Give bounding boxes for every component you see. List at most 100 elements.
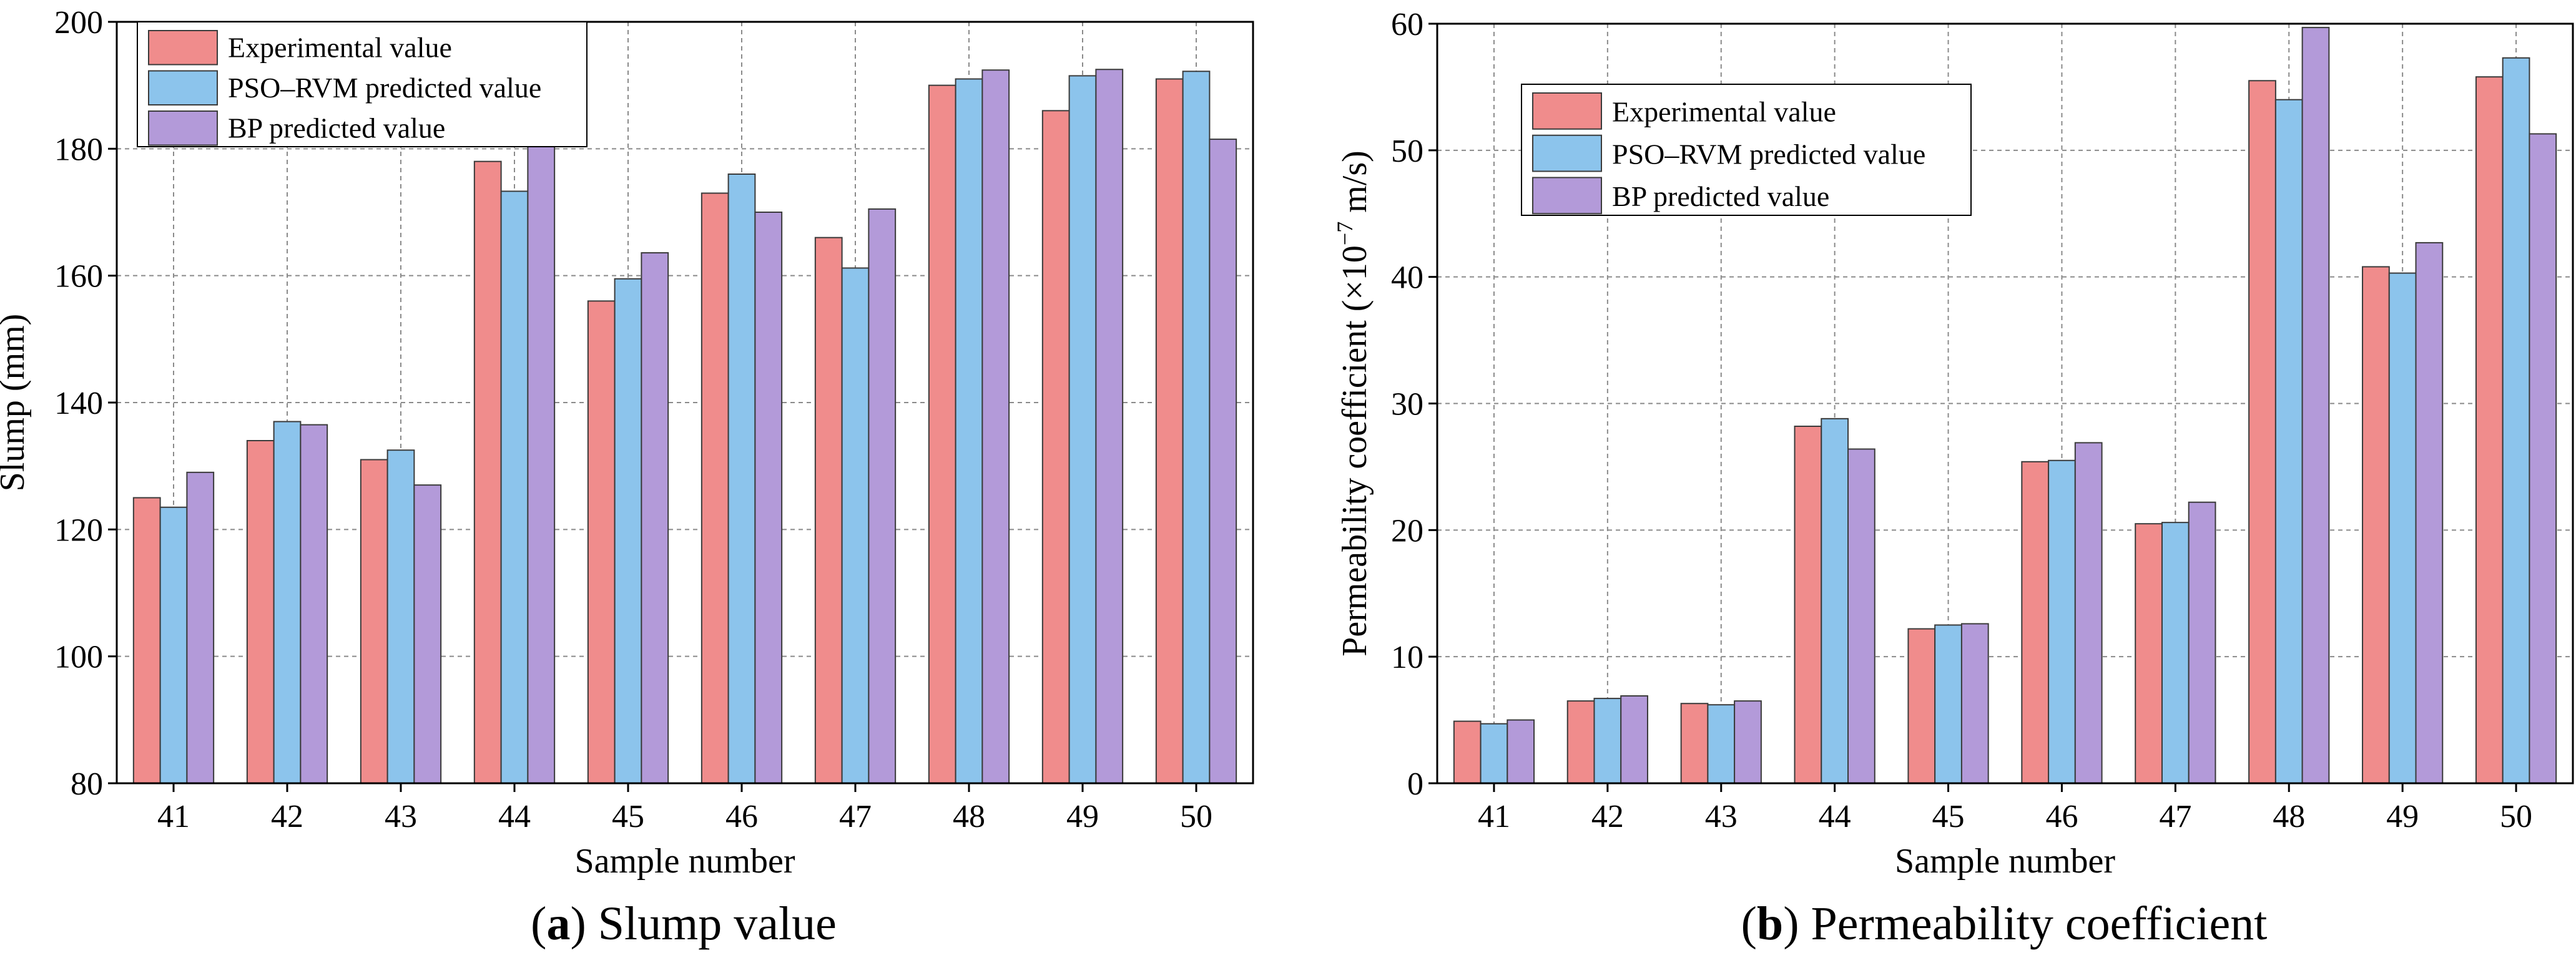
bar-b-49-series-3 bbox=[2415, 242, 2444, 784]
y-axis-label-tail-b: m/s) bbox=[1335, 150, 1374, 222]
y-axis-label-main-a: Slump (mm) bbox=[0, 314, 32, 492]
bar-a-48-series-3 bbox=[981, 69, 1010, 784]
bar-b-43-series-1 bbox=[1680, 703, 1709, 784]
bar-b-48-series-2 bbox=[2274, 99, 2303, 785]
x-tick-label-a: 45 bbox=[612, 799, 644, 834]
y-tick-label-a: 160 bbox=[54, 259, 103, 295]
bar-b-46-series-2 bbox=[2048, 459, 2076, 784]
bar-b-42-series-1 bbox=[1566, 700, 1595, 784]
caption-open-a: ( bbox=[531, 897, 546, 950]
chart-panel-b: 0 10 20 30 40 50 60 41 42 43 44 45 46 47 48 49 50 Sample … bbox=[1332, 7, 2574, 950]
bar-a-46-series-2 bbox=[727, 174, 756, 784]
x-tick-label-b: 41 bbox=[1478, 799, 1510, 834]
bar-b-42-series-3 bbox=[1620, 695, 1648, 785]
y-axis-label-a: Slump (mm) bbox=[0, 314, 32, 492]
bar-b-44-series-3 bbox=[1847, 448, 1875, 784]
bar-a-43-series-1 bbox=[360, 459, 388, 784]
bar-b-47-series-3 bbox=[2188, 501, 2216, 785]
bar-a-42-series-2 bbox=[273, 421, 302, 784]
bar-a-41-series-1 bbox=[132, 497, 161, 784]
y-axis-label-b: Permeability coefficient (×10−7 m/s) bbox=[1332, 150, 1374, 657]
bar-b-41-series-3 bbox=[1507, 719, 1535, 785]
bar-a-47-series-3 bbox=[868, 208, 897, 784]
x-tick-label-b: 48 bbox=[2273, 799, 2305, 834]
x-axis-label-b: Sample number bbox=[1895, 842, 2115, 881]
bar-b-50-series-1 bbox=[2475, 76, 2504, 785]
legend-swatch-b-series-2 bbox=[1532, 134, 1602, 172]
legend-swatch-b-series-3 bbox=[1532, 177, 1602, 215]
y-tick-label-b: 60 bbox=[1391, 7, 1423, 42]
bar-a-49-series-1 bbox=[1041, 110, 1070, 784]
y-tick-label-a: 200 bbox=[54, 5, 103, 41]
y-axis-label-sup-b: −7 bbox=[1332, 222, 1357, 245]
bar-a-44-series-3 bbox=[527, 145, 556, 784]
bar-b-41-series-2 bbox=[1480, 723, 1508, 784]
chart-panel-a: 80 100 120 140 160 180 200 41 42 43 44 45 46 47 48 49 50… bbox=[0, 5, 1254, 950]
bar-a-43-series-2 bbox=[386, 449, 415, 784]
bar-b-46-series-3 bbox=[2074, 442, 2103, 784]
bar-a-50-series-3 bbox=[1209, 139, 1237, 784]
bar-a-45-series-3 bbox=[641, 252, 669, 785]
caption-text-a: ) Slump value bbox=[570, 897, 836, 950]
x-tick-label-b: 49 bbox=[2386, 799, 2419, 834]
y-tick-label-a: 140 bbox=[54, 386, 103, 421]
bar-a-45-series-1 bbox=[587, 300, 616, 785]
bar-a-41-series-2 bbox=[159, 506, 188, 784]
bar-a-42-series-1 bbox=[246, 440, 275, 784]
bar-b-47-series-2 bbox=[2161, 522, 2190, 784]
x-tick-label-b: 44 bbox=[1819, 799, 1851, 834]
x-tick-label-a: 42 bbox=[271, 799, 303, 834]
bar-b-48-series-3 bbox=[2301, 27, 2330, 785]
bar-a-49-series-3 bbox=[1095, 69, 1124, 784]
legend-label-a-series-2: PSO–RVM predicted value bbox=[228, 72, 541, 104]
bar-b-44-series-1 bbox=[1794, 426, 1822, 784]
legend-swatch-a-series-2 bbox=[148, 70, 218, 106]
caption-b: (b) Permeability coefficient bbox=[1741, 897, 2268, 950]
legend-swatch-a-series-3 bbox=[148, 110, 218, 146]
y-tick-label-a: 180 bbox=[54, 132, 103, 167]
bar-a-47-series-1 bbox=[814, 237, 843, 784]
legend-label-a-series-3: BP predicted value bbox=[228, 112, 445, 144]
x-axis-label-a: Sample number bbox=[574, 842, 795, 881]
y-tick-label-b: 20 bbox=[1391, 513, 1423, 549]
bar-b-49-series-1 bbox=[2362, 266, 2390, 784]
caption-text-b: ) Permeability coefficient bbox=[1783, 897, 2267, 950]
bar-b-44-series-2 bbox=[1821, 418, 1849, 784]
bar-a-41-series-3 bbox=[186, 471, 215, 784]
x-tick-label-a: 49 bbox=[1066, 799, 1099, 834]
y-tick-label-a: 80 bbox=[71, 766, 103, 802]
bar-b-48-series-1 bbox=[2248, 80, 2276, 784]
bar-a-48-series-1 bbox=[928, 84, 956, 785]
caption-letter-a: a bbox=[546, 897, 570, 950]
legend-label-b-series-1: Experimental value bbox=[1612, 96, 1836, 128]
bar-b-45-series-3 bbox=[1960, 623, 1989, 784]
y-tick-label-b: 40 bbox=[1391, 260, 1423, 296]
legend-label-b-series-3: BP predicted value bbox=[1612, 180, 1829, 212]
y-tick-label-b: 50 bbox=[1391, 134, 1423, 169]
bar-a-50-series-1 bbox=[1155, 78, 1184, 784]
legend-label-a-series-1: Experimental value bbox=[228, 32, 452, 64]
caption-letter-b: b bbox=[1757, 897, 1783, 950]
bar-a-48-series-2 bbox=[955, 78, 983, 784]
x-tick-label-a: 48 bbox=[953, 799, 985, 834]
x-tick-label-b: 45 bbox=[1932, 799, 1965, 834]
caption-a: (a) Slump value bbox=[531, 897, 837, 950]
legend-swatch-b-series-1 bbox=[1532, 92, 1602, 130]
bar-b-46-series-1 bbox=[2021, 461, 2050, 784]
bar-b-41-series-1 bbox=[1453, 720, 1482, 785]
x-tick-label-b: 43 bbox=[1705, 799, 1738, 834]
y-tick-label-b: 10 bbox=[1391, 640, 1423, 675]
bar-a-44-series-1 bbox=[473, 160, 502, 784]
bar-b-45-series-2 bbox=[1934, 624, 1962, 784]
bar-b-42-series-2 bbox=[1593, 698, 1622, 785]
bar-a-50-series-2 bbox=[1182, 71, 1211, 784]
y-tick-label-b: 0 bbox=[1407, 766, 1423, 802]
bar-a-46-series-1 bbox=[701, 192, 729, 784]
y-axis-label-main-b: Permeability coefficient (×10 bbox=[1335, 245, 1374, 657]
x-tick-label-a: 44 bbox=[498, 799, 531, 834]
y-tick-label-a: 120 bbox=[54, 512, 103, 548]
bar-a-44-series-2 bbox=[500, 190, 529, 784]
bar-b-50-series-2 bbox=[2502, 57, 2530, 784]
bar-a-43-series-3 bbox=[413, 484, 442, 785]
